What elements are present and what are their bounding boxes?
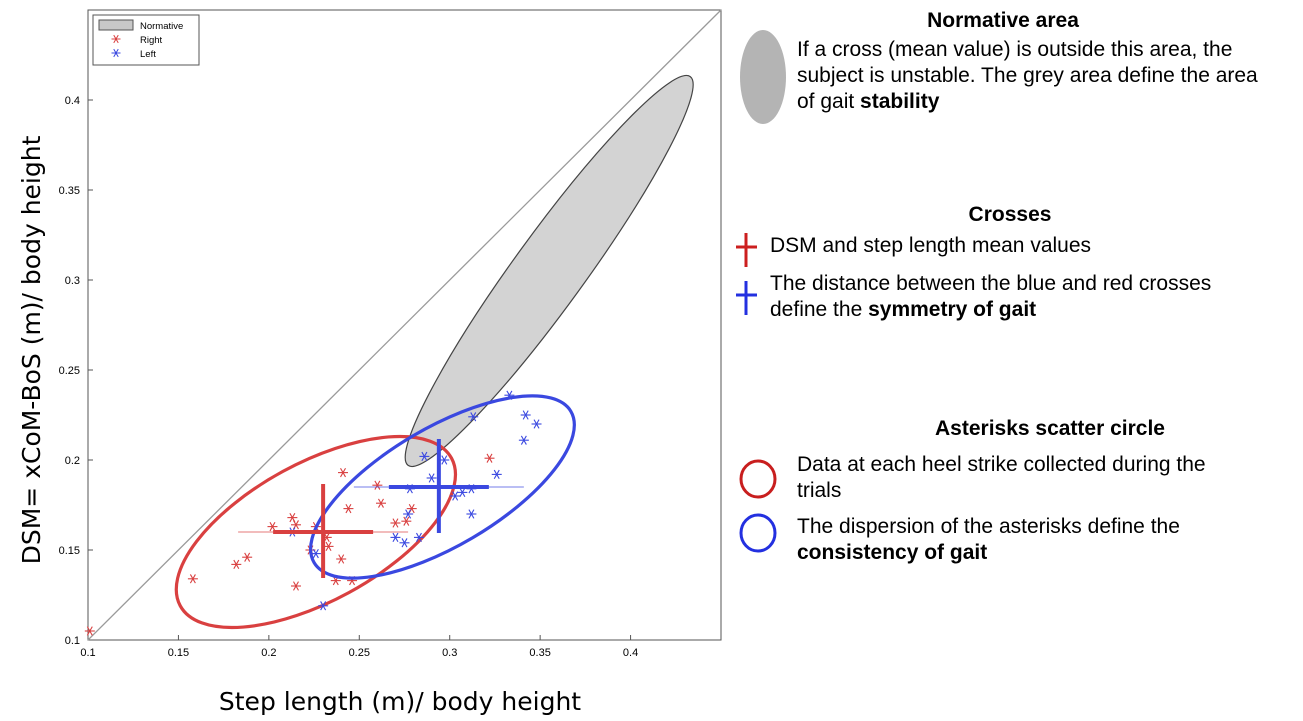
left-data-point (413, 532, 424, 543)
x-tick-label: 0.4 (623, 647, 638, 659)
right-data-point (84, 626, 95, 636)
left-data-point (504, 390, 515, 400)
asterisks-line2: The dispersion of the asterisks define t… (797, 514, 1297, 566)
asterisks-line2-bold: consistency of gait (797, 541, 988, 564)
right-data-point (231, 559, 242, 570)
left-data-point (318, 601, 329, 611)
legend-right-marker (111, 34, 121, 44)
left-data-point (531, 419, 542, 429)
left-data-point (450, 491, 461, 501)
right-data-point (484, 453, 495, 463)
x-axis-title: Step length (m)/ body height (219, 687, 581, 716)
left-data-point (419, 451, 430, 462)
left-scatter-ellipse (309, 394, 576, 580)
red-circle-icon (739, 459, 777, 499)
legend: Normative Right Left (92, 14, 200, 66)
right-data-point (390, 518, 401, 528)
right-data-point (290, 581, 301, 591)
legend-left-label: Left (140, 49, 156, 60)
right-data-point (375, 498, 386, 508)
left-data-point (399, 538, 410, 548)
left-data-point (468, 412, 479, 422)
normative-ellipse (404, 74, 694, 468)
crosses-line2-body: The distance between the blue and red cr… (770, 272, 1212, 321)
right-data-point (343, 503, 354, 514)
right-data-point (323, 541, 334, 552)
blue-circle-icon (739, 513, 777, 553)
right-scatter-ellipse (174, 434, 458, 630)
crosses-title: Crosses (968, 203, 1052, 226)
x-tick-label: 0.25 (349, 647, 370, 659)
legend-normative-swatch (98, 19, 134, 31)
normative-area-title: Normative area (927, 9, 1079, 32)
legend-normative-label: Normative (140, 21, 183, 32)
left-data-point (439, 455, 450, 465)
y-tick-label: 0.15 (59, 545, 80, 557)
right-data-point (372, 480, 383, 490)
x-tick-label: 0.3 (442, 647, 457, 659)
right-mean-cross (238, 484, 409, 578)
normative-area-body: If a cross (mean value) is outside this … (797, 38, 1258, 113)
left-data-point (310, 548, 321, 559)
right-data-point (187, 574, 198, 584)
y-tick-label: 0.1 (65, 635, 80, 647)
y-tick-label: 0.3 (65, 275, 80, 287)
y-tick-label: 0.35 (59, 185, 80, 197)
blue-cross-icon (736, 281, 757, 315)
left-mean-cross (353, 439, 524, 533)
x-tick-label: 0.15 (168, 647, 189, 659)
normative-area-text: If a cross (mean value) is outside this … (797, 37, 1277, 115)
legend-left-marker (111, 48, 121, 58)
crosses-line2-bold: symmetry of gait (868, 298, 1037, 321)
legend-right-label: Right (140, 35, 163, 46)
left-data-point (390, 532, 401, 543)
right-data-point (242, 552, 253, 562)
normative-area-bold: stability (860, 90, 940, 113)
normative-ellipse-icon (740, 30, 786, 124)
identity-line (87, 9, 722, 641)
y-tick-label: 0.4 (65, 95, 80, 107)
left-data-point (403, 509, 414, 519)
left-data-point (426, 473, 437, 483)
right-data-point (401, 516, 412, 526)
asterisks-line1: Data at each heel strike collected durin… (797, 453, 1206, 502)
x-tick-label: 0.2 (261, 647, 276, 659)
left-data-point (491, 469, 502, 480)
right-data-point (267, 521, 278, 532)
crosses-line2: The distance between the blue and red cr… (770, 271, 1270, 323)
left-data-point (457, 487, 468, 498)
y-tick-label: 0.2 (65, 455, 80, 467)
y-tick-label: 0.25 (59, 365, 80, 377)
plot-area: 0.1 0.15 0.2 0.25 0.3 0.35 0.4 0.1 0.15 0.2 0.25 0.… (59, 9, 722, 659)
crosses-line1: DSM and step length mean values (770, 234, 1092, 257)
left-data-point (466, 509, 477, 519)
x-tick-label: 0.1 (80, 647, 95, 659)
right-data-point (338, 467, 349, 478)
left-data-point (518, 435, 529, 445)
right-data-point (336, 554, 347, 564)
x-tick-label: 0.35 (529, 647, 550, 659)
asterisks-title: Asterisks scatter circle (935, 417, 1165, 440)
red-cross-icon (736, 233, 757, 267)
asterisks-line2-body: The dispersion of the asterisks define t… (797, 515, 1180, 538)
left-data-point (520, 410, 531, 420)
y-axis-title: DSM= xCoM-BoS (m)/ body height (17, 135, 46, 564)
